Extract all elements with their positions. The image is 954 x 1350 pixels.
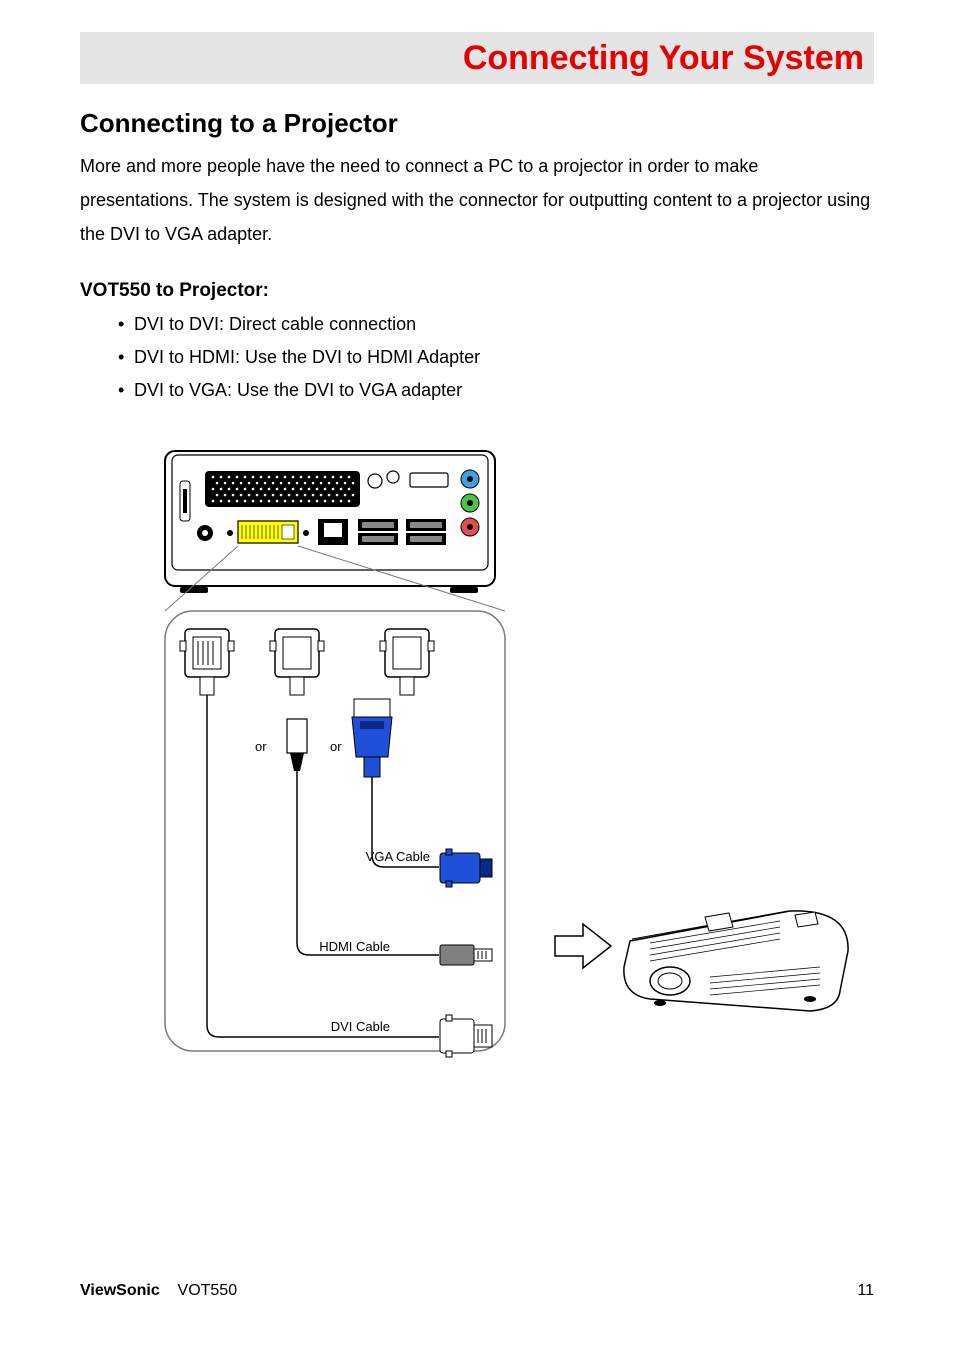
hdmi-cable-label: HDMI Cable [319,939,390,954]
vga-cable-label: VGA Cable [366,849,430,864]
page-number: 11 [857,1282,874,1300]
bullet-list: DVI to DVI: Direct cable connection DVI … [118,314,874,401]
subsection-title: VOT550 to Projector: [80,280,874,302]
chapter-title: Connecting Your System [463,39,864,78]
section-body: More and more people have the need to co… [80,149,874,252]
dvi-cable-label: DVI Cable [331,1019,390,1034]
page-footer: ViewSonic VOT550 11 [80,1282,874,1300]
projector-icon [624,910,848,1010]
footer-brand: ViewSonic [80,1282,160,1299]
arrow-right-icon [555,924,611,968]
chapter-banner: Connecting Your System [80,32,874,84]
or-label: or [255,739,267,754]
section-title: Connecting to a Projector [80,108,874,139]
list-item: DVI to VGA: Use the DVI to VGA adapter [118,380,874,401]
pc-rear-panel-icon [165,451,495,593]
list-item: DVI to HDMI: Use the DVI to HDMI Adapter [118,347,874,368]
or-label: or [330,739,342,754]
footer-model: VOT550 [178,1282,238,1299]
list-item: DVI to DVI: Direct cable connection [118,314,874,335]
connection-diagram: or or [110,441,860,1061]
